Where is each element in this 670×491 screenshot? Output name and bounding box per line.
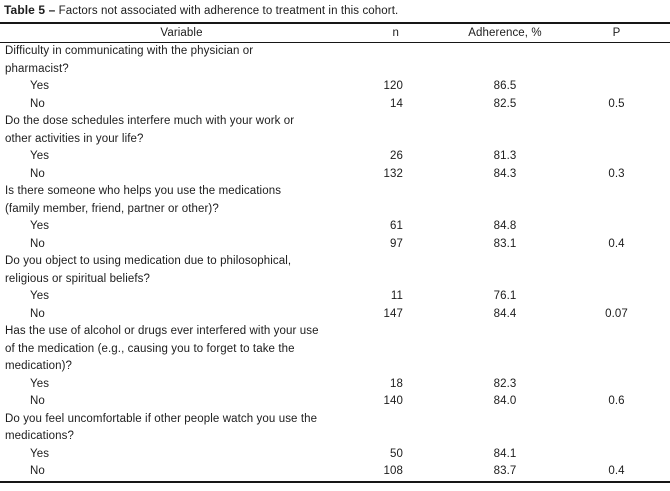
p-value — [605, 446, 670, 464]
p-value — [605, 288, 670, 306]
adherence-value: 82.3 — [493, 377, 517, 390]
answer-row: Yes 61 84.8 — [0, 218, 670, 236]
n-value: 61 — [390, 220, 403, 232]
answer-label: No — [30, 307, 45, 320]
answer-row: No 14 82.5 0.5 — [0, 96, 670, 114]
n-value: 18 — [390, 377, 403, 390]
p-value: 0.5 — [608, 97, 625, 110]
n-value: 14 — [390, 97, 403, 110]
question-text: of the medication (e.g., causing you to … — [5, 342, 295, 355]
question-text: Difficulty in communicating with the phy… — [5, 45, 254, 57]
adherence-value: 84.8 — [493, 220, 517, 232]
table-header-row: Variable n Adherence, % P — [0, 23, 670, 43]
question-text: other activities in your life? — [5, 132, 144, 145]
adherence-value: 83.1 — [493, 237, 517, 250]
p-value: 0.6 — [608, 395, 625, 407]
question-row: pharmacist? — [0, 61, 670, 79]
answer-label: Yes — [30, 220, 50, 232]
column-header-p: P — [612, 27, 621, 39]
n-value: 108 — [383, 465, 403, 477]
answer-row: Yes 120 86.5 — [0, 78, 670, 96]
answer-label: No — [30, 395, 45, 407]
p-value — [605, 78, 670, 96]
p-value: 0.4 — [608, 465, 625, 477]
adherence-value: 86.5 — [493, 80, 517, 92]
data-table: Variable n Adherence, % P Difficulty in … — [0, 22, 670, 483]
n-value: 97 — [390, 237, 403, 250]
question-text: Has the use of alcohol or drugs ever int… — [5, 325, 319, 337]
n-value: 50 — [390, 447, 403, 460]
answer-row: No 147 84.4 0.07 — [0, 306, 670, 324]
answer-label: No — [30, 97, 45, 110]
adherence-value: 84.3 — [493, 167, 517, 180]
question-text: Do you feel uncomfortable if other peopl… — [5, 412, 318, 425]
question-text: religious or spiritual beliefs? — [5, 272, 151, 285]
n-value: 147 — [383, 307, 403, 320]
question-row: Has the use of alcohol or drugs ever int… — [0, 323, 670, 341]
answer-row: Yes 11 76.1 — [0, 288, 670, 306]
answer-row: No 132 84.3 0.3 — [0, 166, 670, 184]
question-row: other activities in your life? — [0, 131, 670, 149]
n-value: 120 — [383, 80, 403, 92]
answer-label: No — [30, 465, 45, 477]
n-value: 26 — [390, 150, 403, 162]
answer-row: Yes 26 81.3 — [0, 148, 670, 166]
p-value — [605, 218, 670, 236]
p-value: 0.3 — [608, 167, 625, 180]
answer-label: Yes — [30, 447, 50, 460]
question-row: medication)? — [0, 358, 670, 376]
question-text: medication)? — [5, 360, 73, 372]
question-row: (family member, friend, partner or other… — [0, 201, 670, 219]
n-value: 140 — [383, 395, 403, 407]
question-row: medications? — [0, 428, 670, 446]
answer-row: No 97 83.1 0.4 — [0, 236, 670, 254]
answer-label: Yes — [30, 150, 50, 162]
answer-row: No 108 83.7 0.4 — [0, 463, 670, 482]
table-caption: Table 5 – Factors not associated with ad… — [0, 1, 670, 22]
adherence-value: 76.1 — [493, 290, 517, 302]
n-value: 11 — [390, 290, 403, 302]
column-header-n: n — [392, 27, 399, 39]
question-text: medications? — [5, 430, 74, 442]
answer-label: No — [30, 167, 45, 180]
question-text: (family member, friend, partner or other… — [5, 202, 219, 215]
answer-label: No — [30, 237, 45, 250]
question-row: Do you object to using medication due to… — [0, 253, 670, 271]
question-text: Do you object to using medication due to… — [5, 255, 292, 267]
column-header-variable: Variable — [160, 27, 203, 39]
question-text: pharmacist? — [5, 62, 69, 75]
question-row: Difficulty in communicating with the phy… — [0, 43, 670, 61]
answer-label: Yes — [30, 80, 50, 92]
table-caption-text: Factors not associated with adherence to… — [58, 5, 399, 17]
question-text: Do the dose schedules interfere much wit… — [5, 115, 295, 127]
question-row: religious or spiritual beliefs? — [0, 271, 670, 289]
column-header-adherence: Adherence, % — [468, 27, 542, 39]
p-value: 0.4 — [608, 237, 625, 250]
question-row: Do you feel uncomfortable if other peopl… — [0, 411, 670, 429]
question-text: Is there someone who helps you use the m… — [5, 185, 282, 197]
answer-row: Yes 50 84.1 — [0, 446, 670, 464]
answer-label: Yes — [30, 290, 50, 302]
p-value — [605, 376, 670, 394]
question-row: Do the dose schedules interfere much wit… — [0, 113, 670, 131]
question-row: of the medication (e.g., causing you to … — [0, 341, 670, 359]
adherence-value: 81.3 — [493, 150, 517, 162]
adherence-value: 84.0 — [493, 395, 517, 407]
question-row: Is there someone who helps you use the m… — [0, 183, 670, 201]
adherence-value: 82.5 — [493, 97, 517, 110]
p-value — [605, 148, 670, 166]
adherence-value: 84.1 — [493, 447, 517, 460]
adherence-value: 83.7 — [493, 465, 517, 477]
answer-row: No 140 84.0 0.6 — [0, 393, 670, 411]
answer-row: Yes 18 82.3 — [0, 376, 670, 394]
p-value: 0.07 — [605, 307, 628, 320]
table-caption-label: Table 5 – — [4, 3, 56, 17]
adherence-value: 84.4 — [493, 307, 517, 320]
answer-label: Yes — [30, 377, 50, 390]
n-value: 132 — [383, 167, 403, 180]
